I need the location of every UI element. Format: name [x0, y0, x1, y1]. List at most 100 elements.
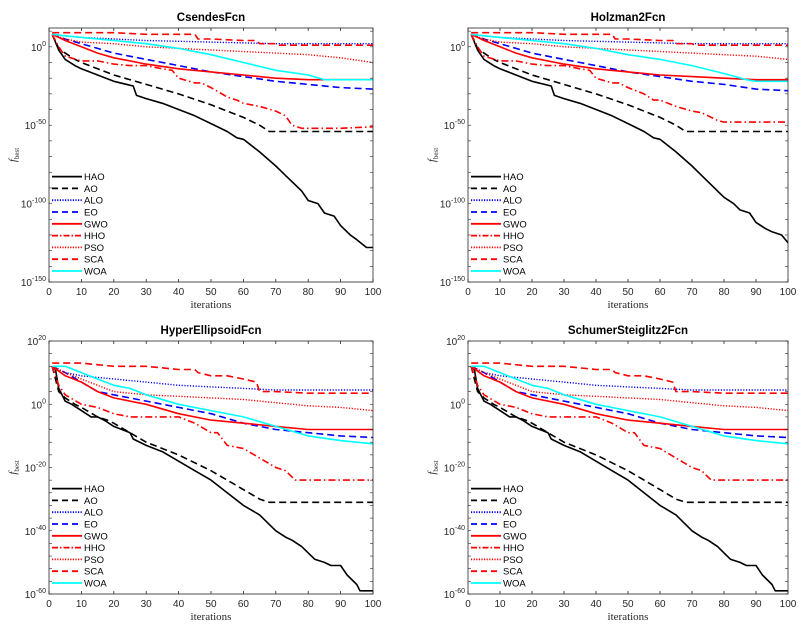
x-tick-label: 100 [365, 599, 382, 610]
legend-label-PSO: PSO [503, 243, 523, 254]
y-tick-label: 10-60 [444, 588, 465, 601]
series-group [51, 31, 373, 249]
x-tick-label: 0 [465, 287, 471, 298]
y-tick-label: 10-60 [25, 588, 46, 601]
y-axis-label: fbest [7, 460, 21, 474]
legend-label-PSO: PSO [84, 243, 104, 254]
legend-label-ALO: ALO [503, 508, 522, 519]
legend-label-AO: AO [503, 496, 517, 507]
legend-label-GWO: GWO [503, 219, 527, 230]
legend-label-ALO: ALO [84, 196, 103, 207]
y-tick-label: 10-100 [21, 198, 46, 211]
y-tick-label: 100 [31, 398, 46, 411]
series-group [470, 31, 788, 244]
y-axis-label: fbest [426, 460, 440, 474]
x-tick-label: 70 [686, 287, 698, 298]
legend-label-GWO: GWO [84, 531, 108, 542]
series-line-HHO [470, 33, 788, 123]
series-line-HHO [470, 366, 788, 481]
y-tick-label: 10-150 [21, 276, 46, 289]
legend-label-HAO: HAO [503, 484, 524, 495]
series-line-PSO [51, 33, 373, 64]
legend-label-PSO: PSO [503, 555, 523, 566]
y-tick-label: 10-20 [25, 462, 46, 475]
legend-label-HHO: HHO [84, 231, 105, 242]
x-tick-label: 10 [76, 599, 88, 610]
x-tick-label: 50 [622, 287, 634, 298]
x-tick-label: 100 [780, 287, 797, 298]
series-line-WOA [52, 33, 373, 81]
legend-label-GWO: GWO [84, 219, 108, 230]
x-tick-label: 40 [590, 599, 602, 610]
x-tick-label: 0 [46, 599, 52, 610]
legend-label-PSO: PSO [84, 555, 104, 566]
x-tick-label: 30 [141, 287, 153, 298]
legend-label-HAO: HAO [503, 172, 524, 183]
x-tick-label: 30 [558, 287, 570, 298]
legend-label-HHO: HHO [503, 231, 524, 242]
series-line-HAO [51, 365, 373, 592]
x-tick-label: 90 [335, 599, 347, 610]
series-line-EO [470, 33, 788, 92]
legend-label-WOA: WOA [84, 267, 107, 278]
y-tick-label: 10-40 [25, 525, 46, 538]
x-tick-label: 60 [238, 599, 250, 610]
series-line-PSO [470, 365, 788, 412]
legend-label-ALO: ALO [84, 508, 103, 519]
x-tick-label: 60 [654, 287, 666, 298]
x-tick-label: 20 [526, 287, 538, 298]
chart-title: HyperEllipsoidFcn [161, 325, 262, 337]
x-tick-label: 80 [303, 599, 315, 610]
series-line-ALO [52, 33, 373, 45]
x-tick-label: 80 [718, 287, 730, 298]
series-line-EO [470, 365, 788, 439]
legend-label-HAO: HAO [84, 172, 105, 183]
legend-label-EO: EO [84, 208, 98, 219]
series-line-AO [470, 366, 788, 504]
x-tick-label: 90 [335, 287, 347, 298]
series-line-GWO [51, 33, 373, 81]
series-line-ALO [470, 365, 788, 391]
x-tick-label: 70 [686, 599, 698, 610]
series-line-SCA [471, 362, 788, 395]
x-tick-label: 10 [76, 287, 88, 298]
x-tick-label: 50 [205, 599, 217, 610]
legend-label-SCA: SCA [503, 255, 523, 266]
legend-label-EO: EO [503, 520, 517, 531]
x-axis-label: iterations [608, 299, 649, 311]
legend-label-ALO: ALO [503, 196, 522, 207]
legend-label-WOA: WOA [84, 579, 107, 590]
series-line-AO [51, 366, 373, 504]
legend-label-EO: EO [503, 208, 517, 219]
legend-label-SCA: SCA [84, 567, 104, 578]
x-tick-label: 90 [750, 599, 762, 610]
legend-label-GWO: GWO [503, 531, 527, 542]
series-line-SCA [471, 31, 788, 47]
y-tick-label: 100 [450, 398, 465, 411]
legend-label-HAO: HAO [84, 484, 105, 495]
x-tick-label: 40 [173, 287, 185, 298]
series-line-WOA [52, 365, 373, 445]
y-axis-label: fbest [426, 148, 440, 162]
x-axis-label: iterations [191, 299, 232, 311]
x-tick-label: 40 [590, 287, 602, 298]
y-tick-label: 10-40 [444, 525, 465, 538]
series-line-HAO [470, 365, 788, 592]
y-tick-label: 100 [31, 41, 46, 54]
x-tick-label: 80 [718, 599, 730, 610]
series-line-SCA [52, 31, 373, 47]
series-line-GWO [470, 33, 788, 81]
legend-label-AO: AO [84, 184, 98, 195]
legend-label-WOA: WOA [503, 267, 526, 278]
chart-Holzman2Fcn: Holzman2Fcn 0 10 20 30 40 50 60 70 80 90 100 10-150 1… [426, 12, 797, 311]
y-tick-label: 10-150 [440, 276, 465, 289]
series-line-GWO [51, 365, 373, 431]
x-tick-label: 10 [494, 599, 506, 610]
x-tick-label: 80 [303, 287, 315, 298]
chart-title: Holzman2Fcn [591, 12, 666, 24]
